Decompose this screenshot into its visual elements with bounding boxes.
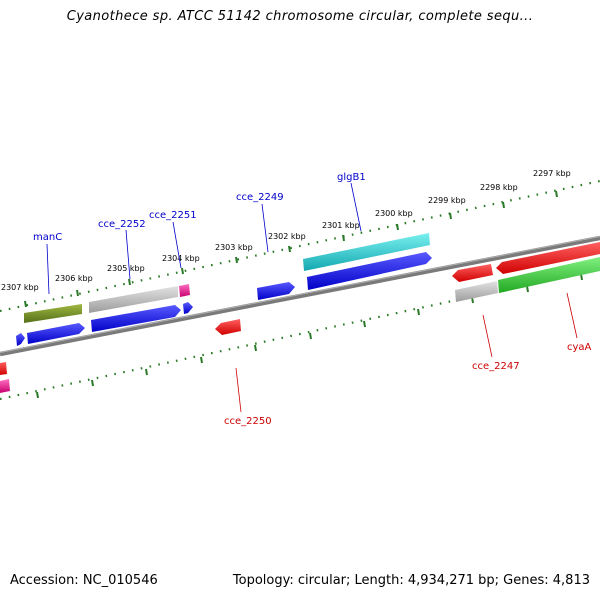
lower-tick-line [0, 267, 600, 401]
gene-label-cce_2250[interactable]: cce_2250 [224, 416, 272, 427]
upper-major-ticks [24, 190, 558, 308]
gene-cce_2252[interactable] [89, 286, 178, 313]
tick-label: 2300 kbp [375, 209, 413, 218]
gene-left-red[interactable] [0, 362, 7, 375]
gene-cyaA[interactable] [498, 257, 600, 293]
upper-tick-line [0, 179, 600, 313]
gene-blue-glgB1-row[interactable] [307, 252, 432, 290]
accession-text: Accession: NC_010546 [10, 573, 158, 588]
gene-label-cce_2252[interactable]: cce_2252 [98, 219, 146, 230]
reverse-leader-lines [235, 292, 578, 413]
tick-label: 2301 kbp [322, 221, 360, 230]
gene-cce_2251[interactable] [179, 284, 190, 297]
gene-label-glgB1[interactable]: glgB1 [337, 172, 366, 183]
tick-label: 2299 kbp [428, 196, 466, 205]
tick-label: 2298 kbp [480, 183, 518, 192]
chromosome-backbone-highlight [0, 236, 600, 353]
genome-summary-text: Topology: circular; Length: 4,934,271 bp… [232, 573, 590, 588]
gene-features [0, 233, 600, 393]
tick-label: 2304 kbp [162, 254, 200, 263]
gene-label-cce_2249[interactable]: cce_2249 [236, 192, 284, 203]
tick-label: 2302 kbp [268, 232, 306, 241]
lower-major-ticks [36, 273, 583, 399]
tick-label: 2305 kbp [107, 264, 145, 273]
gene-manC[interactable] [24, 304, 82, 323]
gene-blue-cce_2252-row[interactable] [91, 305, 181, 332]
gene-blue-manC-row[interactable] [27, 323, 85, 344]
gene-cce_2247[interactable] [455, 281, 498, 302]
gene-label-cyaA[interactable]: cyaA [567, 342, 592, 353]
gene-label-cce_2251[interactable]: cce_2251 [149, 210, 197, 221]
tick-label: 2306 kbp [55, 274, 93, 283]
chromosome-backbone [0, 235, 600, 357]
gene-blue-small-2[interactable] [16, 333, 25, 346]
gene-red-1[interactable] [452, 264, 493, 282]
tick-label: 2297 kbp [533, 169, 571, 178]
forward-leader-lines [46, 182, 362, 295]
gene-left-magenta[interactable] [0, 379, 10, 393]
page-title: Cyanothece sp. ATCC 51142 chromosome cir… [66, 9, 534, 24]
gene-cce_2250[interactable] [215, 319, 241, 335]
tick-label: 2303 kbp [215, 243, 253, 252]
gene-label-manC[interactable]: manC [33, 232, 62, 243]
gene-blue-small-1[interactable] [183, 302, 193, 314]
tick-label: 2307 kbp [1, 283, 39, 292]
gene-glgB1[interactable] [303, 233, 430, 271]
gene-red-2[interactable] [496, 242, 600, 274]
gene-blue-cce_2249[interactable] [257, 282, 295, 300]
gene-label-cce_2247[interactable]: cce_2247 [472, 361, 520, 372]
